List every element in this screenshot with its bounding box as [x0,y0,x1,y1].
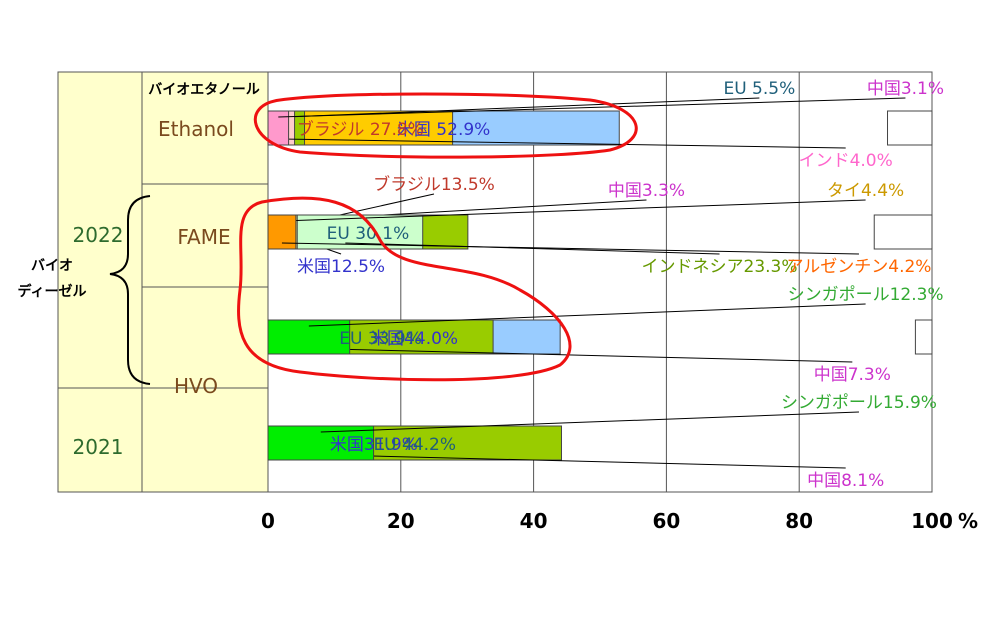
year-2022: 2022 [73,223,124,247]
segment-label-r3-s0: 米国31.9% [330,435,418,455]
segment-label-r1-s4: インドネシア23.3% [642,257,798,277]
x-tick-20: 20 [387,509,415,533]
segment-label-r1-s0: 米国12.5% [297,257,385,277]
leader-line-r0-s2 [286,97,760,118]
leader-line-r0-s3 [281,138,846,149]
leader-line-r1-s4 [345,242,720,255]
header-bioethanol: バイオエタノール [148,82,260,98]
leader-line-r1-s6 [281,242,859,255]
x-tick-0: 0 [261,509,275,533]
bar-segments [267,97,933,469]
segment-label-r2-s0: 米国44.0% [370,329,458,349]
highlight-circle-us-biodiesel [237,196,572,382]
segment-label-r2-s1: EU 33.9% [339,329,422,349]
row-label-ethanol: Ethanol [158,117,234,141]
segment-label-r0-s0: 米国 52.9% [397,120,490,140]
leader-line-r0-s4 [278,97,906,118]
x-tick-80: 80 [785,509,813,533]
biodiesel-brace [109,195,151,385]
segment-label-r0-s3: インド4.0% [799,151,893,171]
segment-label-r1-s6: アルゼンチン4.2% [786,257,931,277]
leader-line-r2-s2 [292,347,853,363]
header-biodiesel: バイオディーゼル [17,258,86,300]
segment-label-r3-s1: EU 44.2% [373,435,456,455]
row-label-fame: FAME [177,225,230,249]
segment-label-r0-s2: EU 5.5% [723,79,795,99]
x-tick-40: 40 [520,509,548,533]
segment-label-r0-s4: 中国3.1% [867,79,944,99]
year-2021: 2021 [73,435,124,459]
segment-label-r3-s2: 中国8.1% [807,471,884,491]
segment-label-r1-s3: 中国3.3% [608,181,685,201]
bar-remainder-r2 [914,319,933,355]
segment-label-r3-s3: シンガポール15.9% [781,393,937,413]
segment-label-r1-s2: EU 30.1% [327,224,410,244]
leader-line-r3-s2 [294,453,846,469]
x-unit: % [958,509,978,533]
x-tick-100: 100 [911,509,953,533]
leader-line-r3-s3 [320,411,859,433]
bar-remainder-r0 [887,110,933,146]
segment-labels: 米国 52.9%ブラジル 27.8% EU 5.5% インド4.0% 中国3.1% 米国… [297,79,944,491]
label-panel-left [57,71,143,493]
label-panel-right [141,71,269,493]
segment-label-r2-s3: シンガポール12.3% [788,285,944,305]
row-label-hvo: HVO [174,374,218,398]
highlight-circle-ethanol [253,92,638,159]
bar-segment-r0-s4 [267,110,290,146]
leader-line-r2-s3 [308,303,866,327]
segment-label-r1-s1: ブラジル13.5% [373,174,495,195]
segment-label-r1-s5: タイ4.4% [827,181,904,201]
bar-remainder-r1 [873,214,933,250]
x-tick-60: 60 [652,509,680,533]
bar-segment-r1-s6 [267,214,297,250]
x-tick-labels: 0 20 40 60 80 100% [261,509,978,533]
segment-label-r2-s2: 中国7.3% [814,365,891,385]
leader-line-r1-s5 [282,199,866,222]
segment-label-r0-s1: ブラジル 27.8% [297,119,424,140]
